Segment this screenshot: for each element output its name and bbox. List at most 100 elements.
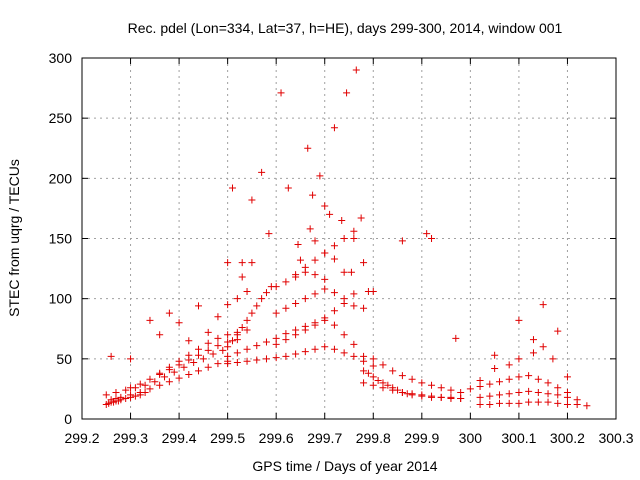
data-point <box>311 321 319 329</box>
data-point <box>233 295 241 303</box>
data-point <box>243 345 251 353</box>
data-point <box>161 373 169 381</box>
data-point <box>195 351 203 359</box>
data-point <box>248 309 256 317</box>
data-point <box>360 379 368 387</box>
data-point <box>311 256 319 264</box>
data-point <box>364 287 372 295</box>
data-point <box>457 389 465 397</box>
data-point <box>423 230 431 238</box>
data-point <box>350 340 358 348</box>
data-point <box>165 363 173 371</box>
data-point <box>141 381 149 389</box>
data-point <box>122 386 130 394</box>
data-point <box>214 342 222 350</box>
data-point <box>515 399 523 407</box>
y-tick-label: 0 <box>64 411 72 427</box>
data-point <box>185 370 193 378</box>
data-point <box>321 249 329 257</box>
data-point <box>233 331 241 339</box>
data-point <box>214 334 222 342</box>
data-point <box>369 381 377 389</box>
data-point <box>146 375 154 383</box>
data-point <box>122 395 130 403</box>
x-tick-label: 299.9 <box>404 430 439 446</box>
data-point <box>272 340 280 348</box>
data-point <box>452 334 460 342</box>
data-point <box>127 355 135 363</box>
data-point <box>316 172 324 180</box>
data-point <box>539 343 547 351</box>
data-point <box>282 330 290 338</box>
data-point <box>374 376 382 384</box>
data-point <box>309 191 317 199</box>
data-point <box>534 375 542 383</box>
data-point <box>437 393 445 401</box>
data-point <box>262 289 270 297</box>
data-point <box>185 351 193 359</box>
data-point <box>165 378 173 386</box>
data-point <box>224 301 232 309</box>
y-axis-label: STEC from uqrg / TECUs <box>6 159 22 317</box>
data-point <box>238 324 246 332</box>
data-point <box>515 373 523 381</box>
data-point <box>350 235 358 242</box>
data-point <box>486 392 494 400</box>
data-point <box>505 390 513 398</box>
data-point <box>563 389 571 397</box>
data-point <box>272 334 280 342</box>
data-point <box>131 392 139 400</box>
data-point <box>544 379 552 387</box>
y-tick-labels: 0 50 100 150 200 250 300 <box>49 50 73 427</box>
data-point <box>554 384 562 392</box>
data-point <box>180 363 188 371</box>
data-point <box>428 381 436 389</box>
data-point <box>486 401 494 409</box>
data-point <box>306 225 314 233</box>
data-point <box>352 66 360 74</box>
data-point <box>505 399 513 407</box>
data-point <box>127 391 135 399</box>
data-point <box>338 216 346 224</box>
data-point <box>360 304 368 312</box>
data-point <box>219 346 227 354</box>
data-point <box>428 235 436 242</box>
data-point <box>262 355 270 363</box>
data-point <box>321 285 329 293</box>
data-point <box>258 168 266 176</box>
data-point <box>156 331 164 339</box>
data-point <box>544 398 552 406</box>
data-point <box>156 381 164 389</box>
data-point <box>554 327 562 335</box>
data-point <box>340 235 348 242</box>
data-point <box>398 389 406 397</box>
data-point <box>117 393 125 401</box>
data-point <box>457 395 465 403</box>
data-point <box>350 227 358 235</box>
data-point <box>301 263 309 271</box>
data-point <box>136 389 144 397</box>
data-point <box>292 331 300 339</box>
data-point <box>228 337 236 345</box>
data-point <box>107 352 115 360</box>
data-point <box>418 391 426 399</box>
data-point <box>466 385 474 393</box>
x-tick-labels: 299.2 299.3 299.4 299.5 299.6 299.7 299.8 299.9… <box>64 430 633 446</box>
data-point <box>265 230 273 238</box>
data-point <box>486 380 494 388</box>
data-point <box>539 301 547 309</box>
data-point <box>495 378 503 386</box>
data-point <box>224 259 232 267</box>
data-points <box>102 66 591 410</box>
data-point <box>146 385 154 393</box>
data-point <box>343 89 351 97</box>
data-point <box>214 360 222 368</box>
data-point <box>389 367 397 375</box>
data-point <box>238 259 246 267</box>
y-tick-label: 50 <box>56 351 72 367</box>
data-point <box>364 369 372 377</box>
data-point <box>292 271 300 279</box>
data-point <box>243 357 251 365</box>
data-point <box>583 402 591 410</box>
data-point <box>563 373 571 381</box>
